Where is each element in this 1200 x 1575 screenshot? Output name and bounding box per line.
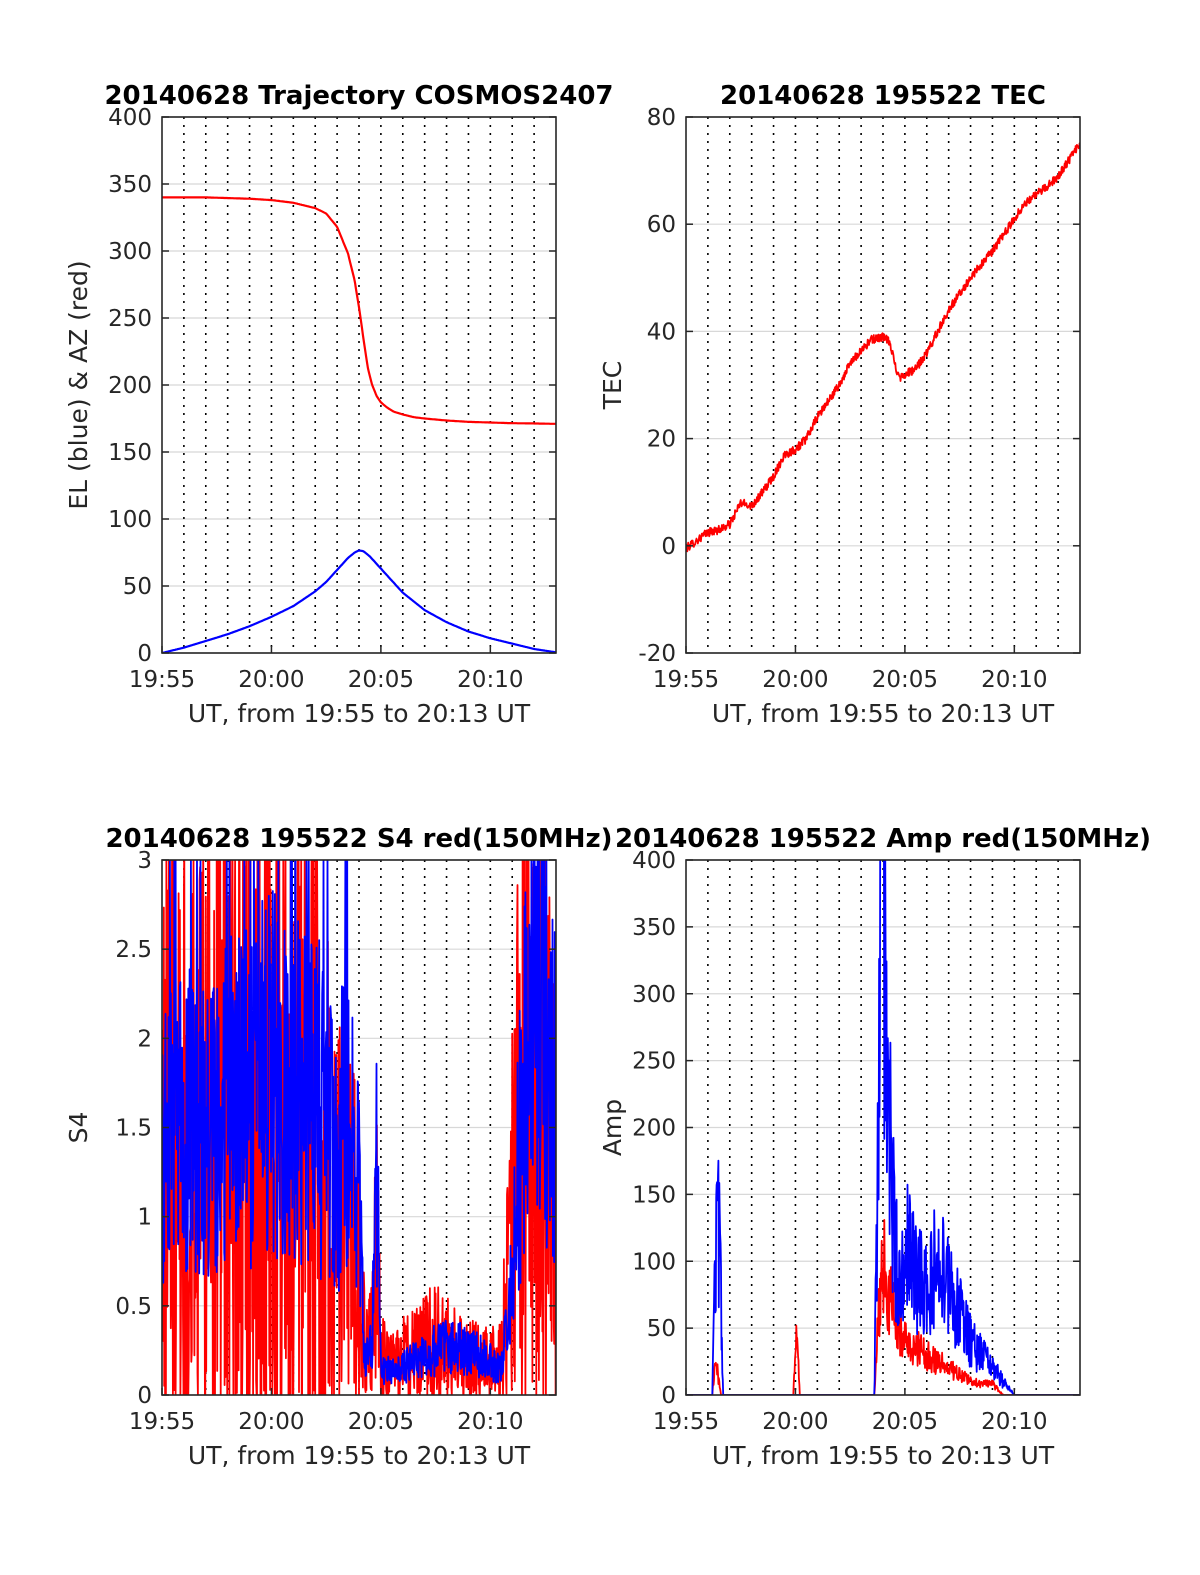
y-tick-label: 0 (137, 641, 152, 667)
y-tick-label: 350 (108, 172, 152, 198)
x-tick-label: 20:10 (981, 667, 1047, 693)
x-tick-label: 19:55 (653, 1409, 719, 1435)
axes-box (685, 116, 1081, 654)
y-tick-label: 20 (647, 427, 676, 453)
y-tick-label: 200 (108, 373, 152, 399)
series-group (686, 860, 1080, 1395)
x-tick-label: 19:55 (129, 667, 195, 693)
x-tick-label: 19:55 (129, 1409, 195, 1435)
y-tick-label: 50 (647, 1316, 676, 1342)
y-axis-label: S4 (64, 1112, 93, 1144)
x-tick-label: 20:05 (348, 1409, 414, 1435)
x-axis-label: UT, from 19:55 to 20:13 UT (188, 699, 531, 728)
x-tick-label: 20:00 (762, 667, 828, 693)
chart-panel-1: 19:55 20:00 20:05 20:10 0 50 100 150 200 250 300 35… (64, 81, 614, 728)
series-line-1 (162, 860, 556, 1395)
series-group (162, 860, 556, 1395)
x-tick-label: 20:10 (981, 1409, 1047, 1435)
y-tick-label: 200 (632, 1116, 676, 1142)
x-tick-label: 20:00 (238, 1409, 304, 1435)
series-line-2 (162, 549, 556, 653)
y-axis-label: TEC (598, 361, 627, 411)
y-tick-label: 100 (108, 507, 152, 533)
y-tick-label: 350 (632, 915, 676, 941)
series-line-1 (686, 1219, 1080, 1395)
chart-panel-3: 19:55 20:00 20:05 20:10 0 0.5 1 1.5 2 2.5 32014062… (64, 824, 613, 1470)
y-tick-label: 400 (632, 848, 676, 874)
x-tick-label: 20:05 (872, 1409, 938, 1435)
y-tick-label: 0 (661, 1383, 676, 1409)
series-line-1 (162, 196, 556, 425)
chart-title: 20140628 Trajectory COSMOS2407 (104, 81, 613, 111)
y-tick-label: 2.5 (115, 937, 152, 963)
series-line-2 (162, 860, 556, 1386)
y-tick-label: 3 (137, 848, 152, 874)
series-line-1 (686, 142, 1080, 553)
y-tick-label: 250 (632, 1049, 676, 1075)
y-tick-label: 60 (647, 212, 676, 238)
series-group (686, 142, 1080, 553)
chart-panel-4: 19:55 20:00 20:05 20:10 0 50 100 150 200 250 300 35… (598, 824, 1151, 1470)
chart-title: 20140628 195522 TEC (720, 81, 1046, 111)
y-tick-label: 0 (137, 1383, 152, 1409)
y-tick-label: 1.5 (115, 1116, 152, 1142)
y-axis-label: EL (blue) & AZ (red) (64, 260, 93, 509)
y-tick-label: 400 (108, 105, 152, 131)
x-tick-label: 20:05 (872, 667, 938, 693)
y-axis-label: Amp (598, 1099, 627, 1156)
y-tick-label: 40 (647, 319, 676, 345)
x-tick-label: 19:55 (653, 667, 719, 693)
x-axis-label: UT, from 19:55 to 20:13 UT (188, 1441, 531, 1470)
y-tick-label: 100 (632, 1249, 676, 1275)
y-tick-label: 150 (632, 1182, 676, 1208)
x-axis-label: UT, from 19:55 to 20:13 UT (712, 1441, 1055, 1470)
y-tick-label: 0.5 (115, 1294, 152, 1320)
y-tick-label: 250 (108, 306, 152, 332)
chart-title: 20140628 195522 Amp red(150MHz) (615, 824, 1151, 854)
chart-title: 20140628 195522 S4 red(150MHz) (105, 824, 612, 854)
x-tick-label: 20:05 (348, 667, 414, 693)
x-axis-label: UT, from 19:55 to 20:13 UT (712, 699, 1055, 728)
x-tick-label: 20:00 (238, 667, 304, 693)
x-tick-label: 20:10 (457, 1409, 523, 1435)
y-tick-label: 300 (632, 982, 676, 1008)
y-tick-label: 50 (123, 574, 152, 600)
y-tick-label: 0 (661, 534, 676, 560)
y-tick-label: 80 (647, 105, 676, 131)
y-tick-label: 300 (108, 239, 152, 265)
y-tick-label: -20 (638, 641, 676, 667)
x-tick-label: 20:00 (762, 1409, 828, 1435)
y-tick-label: 1 (137, 1205, 152, 1231)
series-group (162, 196, 556, 653)
y-tick-label: 2 (137, 1026, 152, 1052)
chart-panel-2: 19:55 20:00 20:05 20:10 -20 0 20 40 60 80 20140628… (598, 81, 1081, 728)
x-tick-label: 20:10 (457, 667, 523, 693)
y-tick-label: 150 (108, 440, 152, 466)
